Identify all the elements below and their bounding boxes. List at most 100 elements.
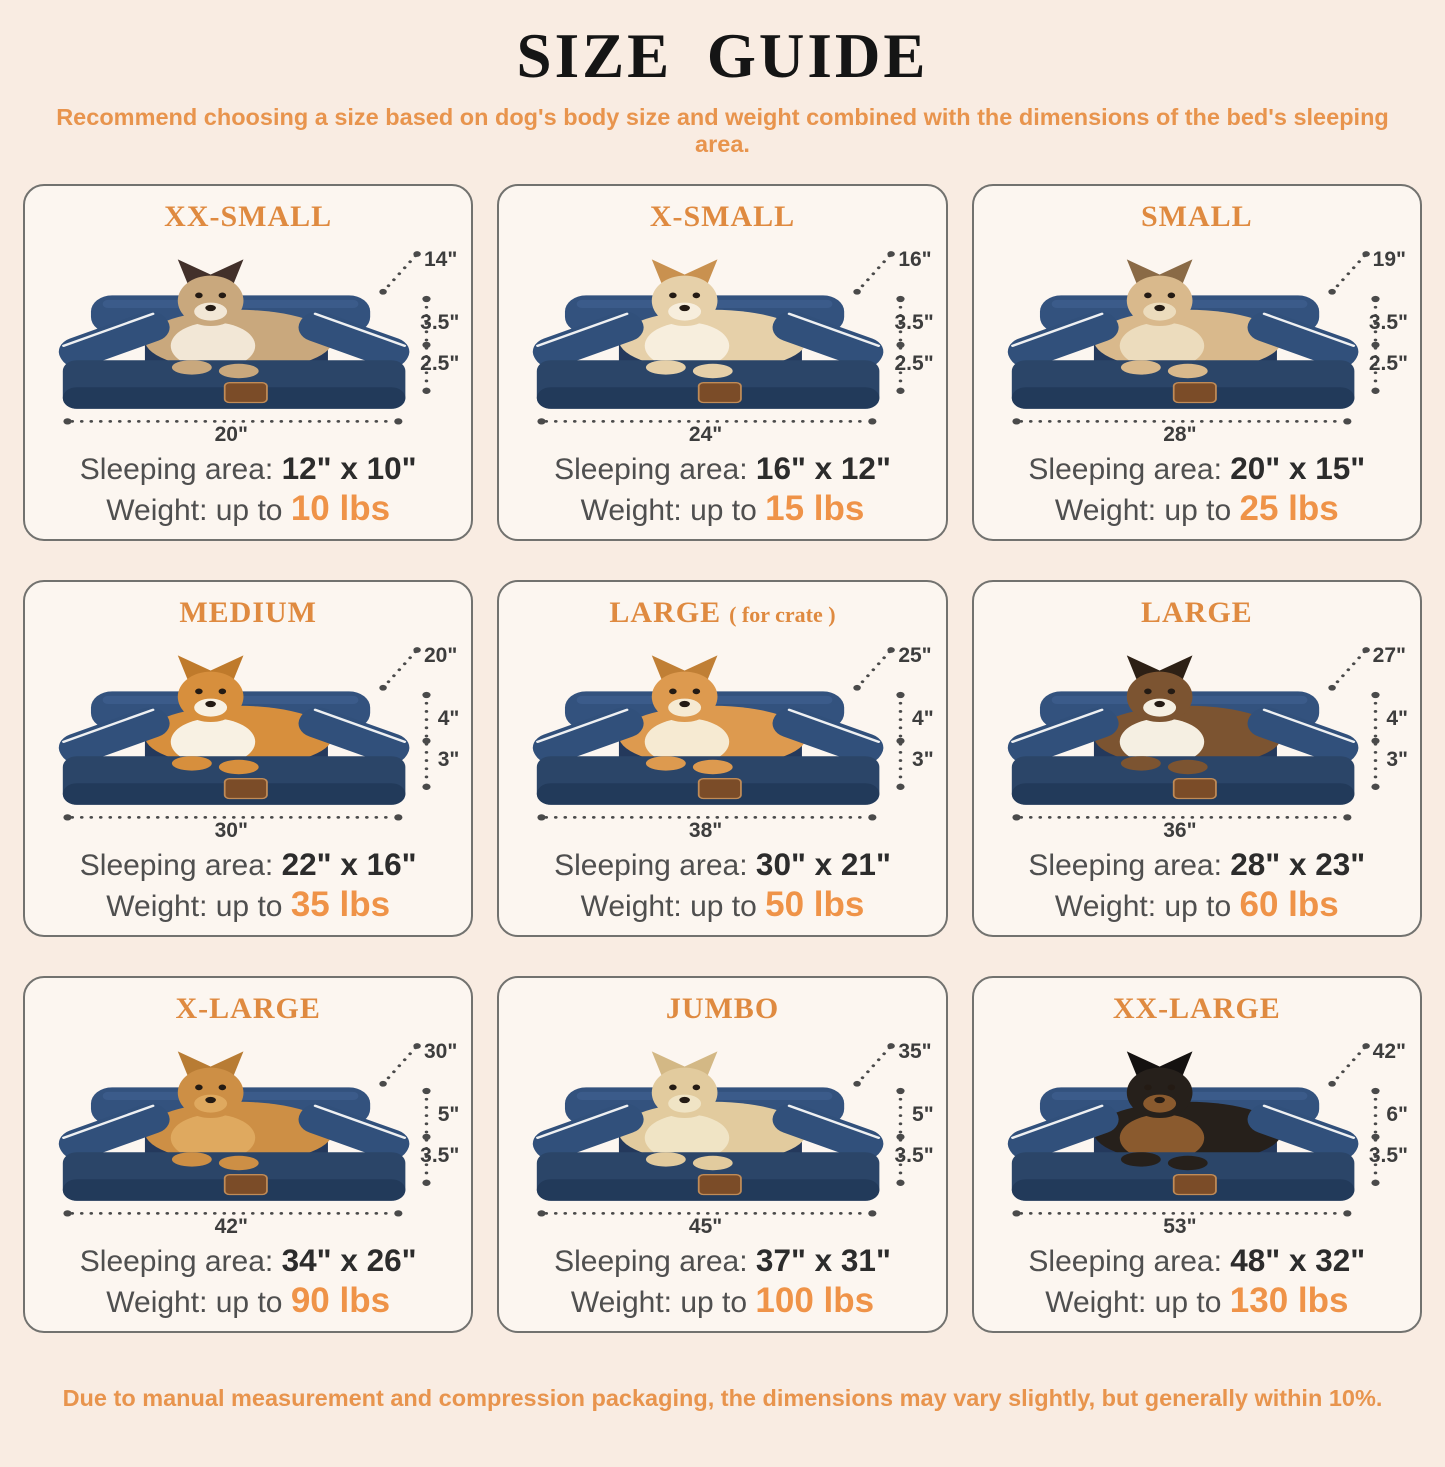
dimension-lines: [544, 1044, 903, 1215]
weight-label: Weight: up to: [1045, 1286, 1222, 1320]
size-card-large: LARGE: [971, 580, 1422, 938]
pet-image-border-collie: [1093, 655, 1282, 768]
size-name: XX-LARGE: [1112, 992, 1281, 1026]
sofa-bed-base: [62, 1152, 406, 1201]
page-title: SIZE GUIDE: [516, 21, 929, 91]
bed-illustration: 19" 3.5" 2.5" 28": [986, 236, 1408, 446]
base-height-dimension-label: 3": [1386, 747, 1408, 771]
dimension-lines: [544, 252, 903, 423]
bed-illustration: 20" 4" 3" 30": [37, 632, 460, 842]
weight-label: Weight: up to: [1054, 890, 1232, 924]
width-dimension-label: 24": [688, 423, 723, 447]
sofa-bed-arms: [533, 1103, 884, 1160]
depth-dimension-label: 20": [424, 644, 458, 668]
bed-diagram: [1007, 251, 1380, 425]
weight-line: Weight: up to 90 lbs: [106, 1281, 390, 1321]
base-height-dimension-label: 3": [437, 747, 460, 771]
weight-line: Weight: up to 35 lbs: [106, 885, 390, 925]
weight-line: Weight: up to 25 lbs: [1055, 489, 1339, 529]
sleeping-area-value: 37" x 31": [755, 1242, 891, 1279]
pet-image-shih-tzu: [619, 259, 807, 372]
weight-value: 35 lbs: [290, 885, 391, 925]
sofa-bed-base: [537, 756, 880, 805]
bed-diagram: [58, 1043, 431, 1217]
base-height-dimension-label: 2.5": [894, 351, 934, 375]
pet-image-golden-retriever: [144, 1051, 333, 1164]
bolster-height-dimension-label: 4": [912, 706, 934, 730]
size-name: XX-SMALL: [164, 200, 333, 234]
page-header: SIZE GUIDE Recommend choosing a size bas…: [0, 22, 1445, 158]
sleeping-area-value: 30" x 21": [755, 846, 891, 883]
bolster-height-dimension-label: 4": [437, 706, 460, 730]
size-name: JUMBO: [665, 992, 780, 1026]
sleeping-area-line: Sleeping area: 30" x 21": [554, 846, 891, 883]
size-card-large-crate: LARGE ( for crate ): [497, 580, 948, 938]
dimension-lines: [1019, 1044, 1377, 1215]
sleeping-area-label: Sleeping area:: [79, 1245, 274, 1279]
base-height-dimension-label: 3.5": [894, 1143, 934, 1167]
weight-value: 10 lbs: [290, 489, 391, 529]
size-card-title: LARGE: [1141, 596, 1253, 630]
sofa-bed-arms: [533, 311, 884, 368]
weight-line: Weight: up to 100 lbs: [571, 1281, 874, 1321]
bed-illustration: 16" 3.5" 2.5" 24": [511, 236, 934, 446]
weight-line: Weight: up to 10 lbs: [106, 489, 390, 529]
sleeping-area-line: Sleeping area: 16" x 12": [554, 450, 891, 487]
bed-illustration: 14" 3.5" 2.5" 20": [37, 236, 460, 446]
weight-line: Weight: up to 60 lbs: [1055, 885, 1339, 925]
pet-image-labrador: [619, 1051, 807, 1164]
brand-patch: [698, 778, 743, 800]
footer-note: Due to manual measurement and compressio…: [62, 1385, 1383, 1412]
size-card-title: JUMBO: [666, 992, 779, 1026]
brand-patch: [223, 1174, 268, 1196]
brand-patch: [698, 382, 743, 404]
sleeping-area-line: Sleeping area: 20" x 15": [1028, 450, 1365, 487]
sleeping-area-label: Sleeping area:: [1028, 849, 1222, 883]
bed-illustration: 35" 5" 3.5" 45": [511, 1028, 934, 1238]
width-dimension-label: 45": [688, 1215, 723, 1239]
size-name-suffix: ( for crate ): [729, 602, 836, 628]
sofa-bed-base: [62, 756, 406, 805]
base-height-dimension-label: 3.5": [1368, 1143, 1408, 1167]
size-card-title: LARGE ( for crate ): [609, 596, 835, 630]
sleeping-area-line: Sleeping area: 28" x 23": [1028, 846, 1365, 883]
pet-image-cat: [144, 259, 333, 372]
bolster-height-dimension-label: 3.5": [1368, 310, 1408, 334]
sleeping-area-value: 20" x 15": [1230, 450, 1366, 487]
bed-diagram: [1007, 647, 1380, 821]
base-height-dimension-label: 3.5": [420, 1143, 460, 1167]
bed-illustration: 27" 4" 3" 36": [986, 632, 1408, 842]
depth-dimension-label: 27": [1372, 644, 1406, 668]
weight-line: Weight: up to 15 lbs: [581, 489, 865, 529]
depth-dimension-label: 19": [1372, 248, 1406, 272]
sofa-bed-arms: [1007, 1103, 1359, 1160]
dimension-endpoints: [537, 251, 905, 425]
sleeping-area-label: Sleeping area:: [1028, 453, 1222, 487]
bolster-height-dimension-label: 4": [1386, 706, 1408, 730]
sofa-bed-base: [1011, 756, 1355, 805]
size-name: X-SMALL: [649, 200, 796, 234]
dimension-endpoints: [537, 647, 905, 821]
sleeping-area-line: Sleeping area: 34" x 26": [80, 1242, 417, 1279]
base-height-dimension-label: 2.5": [420, 351, 460, 375]
page-subtitle: Recommend choosing a size based on dog's…: [56, 104, 1389, 158]
weight-label: Weight: up to: [106, 494, 283, 528]
sofa-bed-arms: [1007, 707, 1359, 764]
sleeping-area-value: 48" x 32": [1230, 1242, 1366, 1279]
depth-dimension-label: 42": [1372, 1040, 1406, 1064]
depth-dimension-label: 35": [898, 1040, 932, 1064]
bed-diagram: [533, 1043, 905, 1217]
size-card-xx-large: XX-LARGE: [971, 976, 1422, 1334]
bolster-height-dimension-label: 6": [1386, 1102, 1408, 1126]
size-name: SMALL: [1140, 200, 1253, 234]
bed-diagram: [1007, 1043, 1380, 1217]
brand-patch: [698, 1174, 743, 1196]
sofa-bed-base: [62, 360, 406, 409]
sofa-bed-arms: [533, 707, 884, 764]
depth-dimension-label: 16": [898, 248, 932, 272]
sleeping-area-label: Sleeping area:: [79, 453, 274, 487]
weight-label: Weight: up to: [1054, 494, 1232, 528]
weight-line: Weight: up to 50 lbs: [581, 885, 865, 925]
width-dimension-label: 38": [688, 819, 723, 843]
sleeping-area-line: Sleeping area: 37" x 31": [554, 1242, 891, 1279]
